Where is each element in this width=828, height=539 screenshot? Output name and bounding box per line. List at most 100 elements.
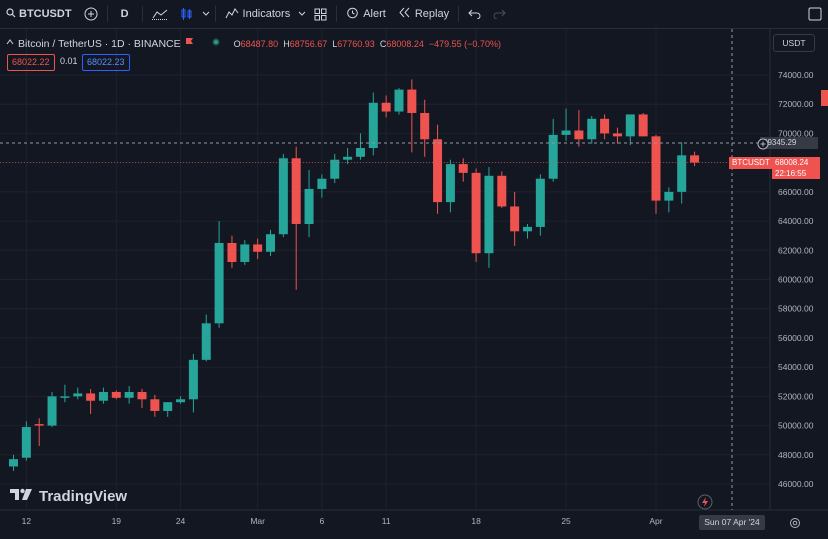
layouts-button[interactable] [308,0,333,28]
indicators-button[interactable]: Indicators [219,0,297,28]
candle[interactable] [664,187,674,213]
flag-icon[interactable] [185,37,194,50]
tradingview-logo[interactable]: TradingView [10,488,127,505]
add-alert-plus-icon[interactable] [757,137,769,150]
candle[interactable] [433,124,443,214]
candle[interactable] [548,118,558,182]
candle[interactable] [484,167,494,268]
candle[interactable] [124,386,134,404]
candle[interactable] [201,314,211,362]
candle[interactable] [394,88,404,115]
replay-button[interactable]: Replay [392,0,455,28]
chevron-down-icon [202,11,210,17]
candle[interactable] [317,174,327,198]
symbol-search[interactable]: BTCUSDT [0,0,78,28]
symbol-price-tag: BTCUSDT [729,156,773,169]
interval-button[interactable]: D [120,8,129,20]
crosshair-date-label: Sun 07 Apr '24 [699,515,765,530]
candle-body [355,148,365,157]
y-tick-label: 70000.00 [778,128,814,138]
symbol-title[interactable]: Bitcoin / TetherUS · 1D · BINANCE [18,37,181,50]
candle[interactable] [690,151,700,167]
candle-body [638,114,648,137]
candle[interactable] [34,418,44,447]
candle[interactable] [612,127,622,144]
candle[interactable] [638,112,648,137]
candle[interactable] [21,421,31,461]
candle[interactable] [47,391,57,428]
candle[interactable] [60,384,70,403]
candle[interactable] [9,454,18,471]
candle[interactable] [98,387,108,404]
candle[interactable] [266,229,275,257]
x-tick-label: Mar [250,516,265,526]
candle[interactable] [137,389,147,409]
compare-symbol-button[interactable] [78,0,104,28]
candle-body [445,164,455,203]
candle[interactable] [111,390,121,400]
candle-body [625,114,635,137]
candle[interactable] [523,223,532,239]
y-tick-label: 60000.00 [778,275,814,285]
candle[interactable] [497,171,507,208]
candle[interactable] [471,168,481,262]
candle[interactable] [214,221,224,328]
lightning-icon[interactable] [697,494,713,510]
candle[interactable] [227,235,237,268]
collapse-arrow-icon[interactable] [6,38,14,49]
checkbox-icon [808,7,822,21]
candle[interactable] [420,99,430,157]
candle[interactable] [587,115,597,144]
undo-button[interactable] [462,0,487,28]
candle-body [201,323,211,360]
candle-body [34,424,44,426]
candle[interactable] [291,146,301,290]
sell-price-button[interactable]: 68022.22 [7,54,55,71]
price-axis: 46000.00 48000.00 50000.00 52000.00 54000.00… [769,29,814,510]
candle[interactable] [343,148,353,165]
candle[interactable] [445,159,455,213]
candle[interactable] [304,169,314,238]
candle[interactable] [278,153,288,238]
candle[interactable] [600,114,610,140]
candle-body [291,158,301,224]
candle[interactable] [368,92,378,156]
redo-button[interactable] [487,0,512,28]
chart-type-dropdown[interactable] [200,0,212,28]
candle[interactable] [240,240,250,265]
candle-body [433,139,443,203]
candle[interactable] [677,142,687,204]
currency-selector[interactable]: USDT [773,34,815,52]
candle[interactable] [510,191,520,246]
candle[interactable] [407,79,417,153]
chart-type-line-button[interactable] [146,0,174,28]
candle-body [150,399,160,411]
candle[interactable] [86,389,96,414]
candle[interactable] [163,402,173,417]
candle-body [458,164,468,173]
candle[interactable] [73,387,83,400]
candle[interactable] [253,238,263,260]
candle[interactable] [561,108,571,141]
settings-gear-icon[interactable] [789,516,801,528]
time-axis: 12 19 24 Mar 6 11 18 25 Apr [0,509,828,526]
toolbar-divider [214,6,216,22]
candle[interactable] [574,110,584,147]
candle[interactable] [188,353,198,413]
candle[interactable] [625,114,635,146]
indicators-dropdown[interactable] [296,0,308,28]
candle[interactable] [651,134,661,214]
candle[interactable] [458,158,468,182]
fullscreen-checkbox[interactable] [802,0,828,28]
candle[interactable] [381,95,391,118]
candle[interactable] [535,174,545,236]
candles-layer [9,79,700,471]
candle[interactable] [150,394,160,417]
chart-type-candles-button[interactable] [174,0,200,28]
candle[interactable] [330,153,340,184]
buy-price-button[interactable]: 68022.23 [82,54,130,71]
candle[interactable] [355,133,365,160]
candle[interactable] [176,396,186,404]
alert-button[interactable]: Alert [340,0,392,28]
